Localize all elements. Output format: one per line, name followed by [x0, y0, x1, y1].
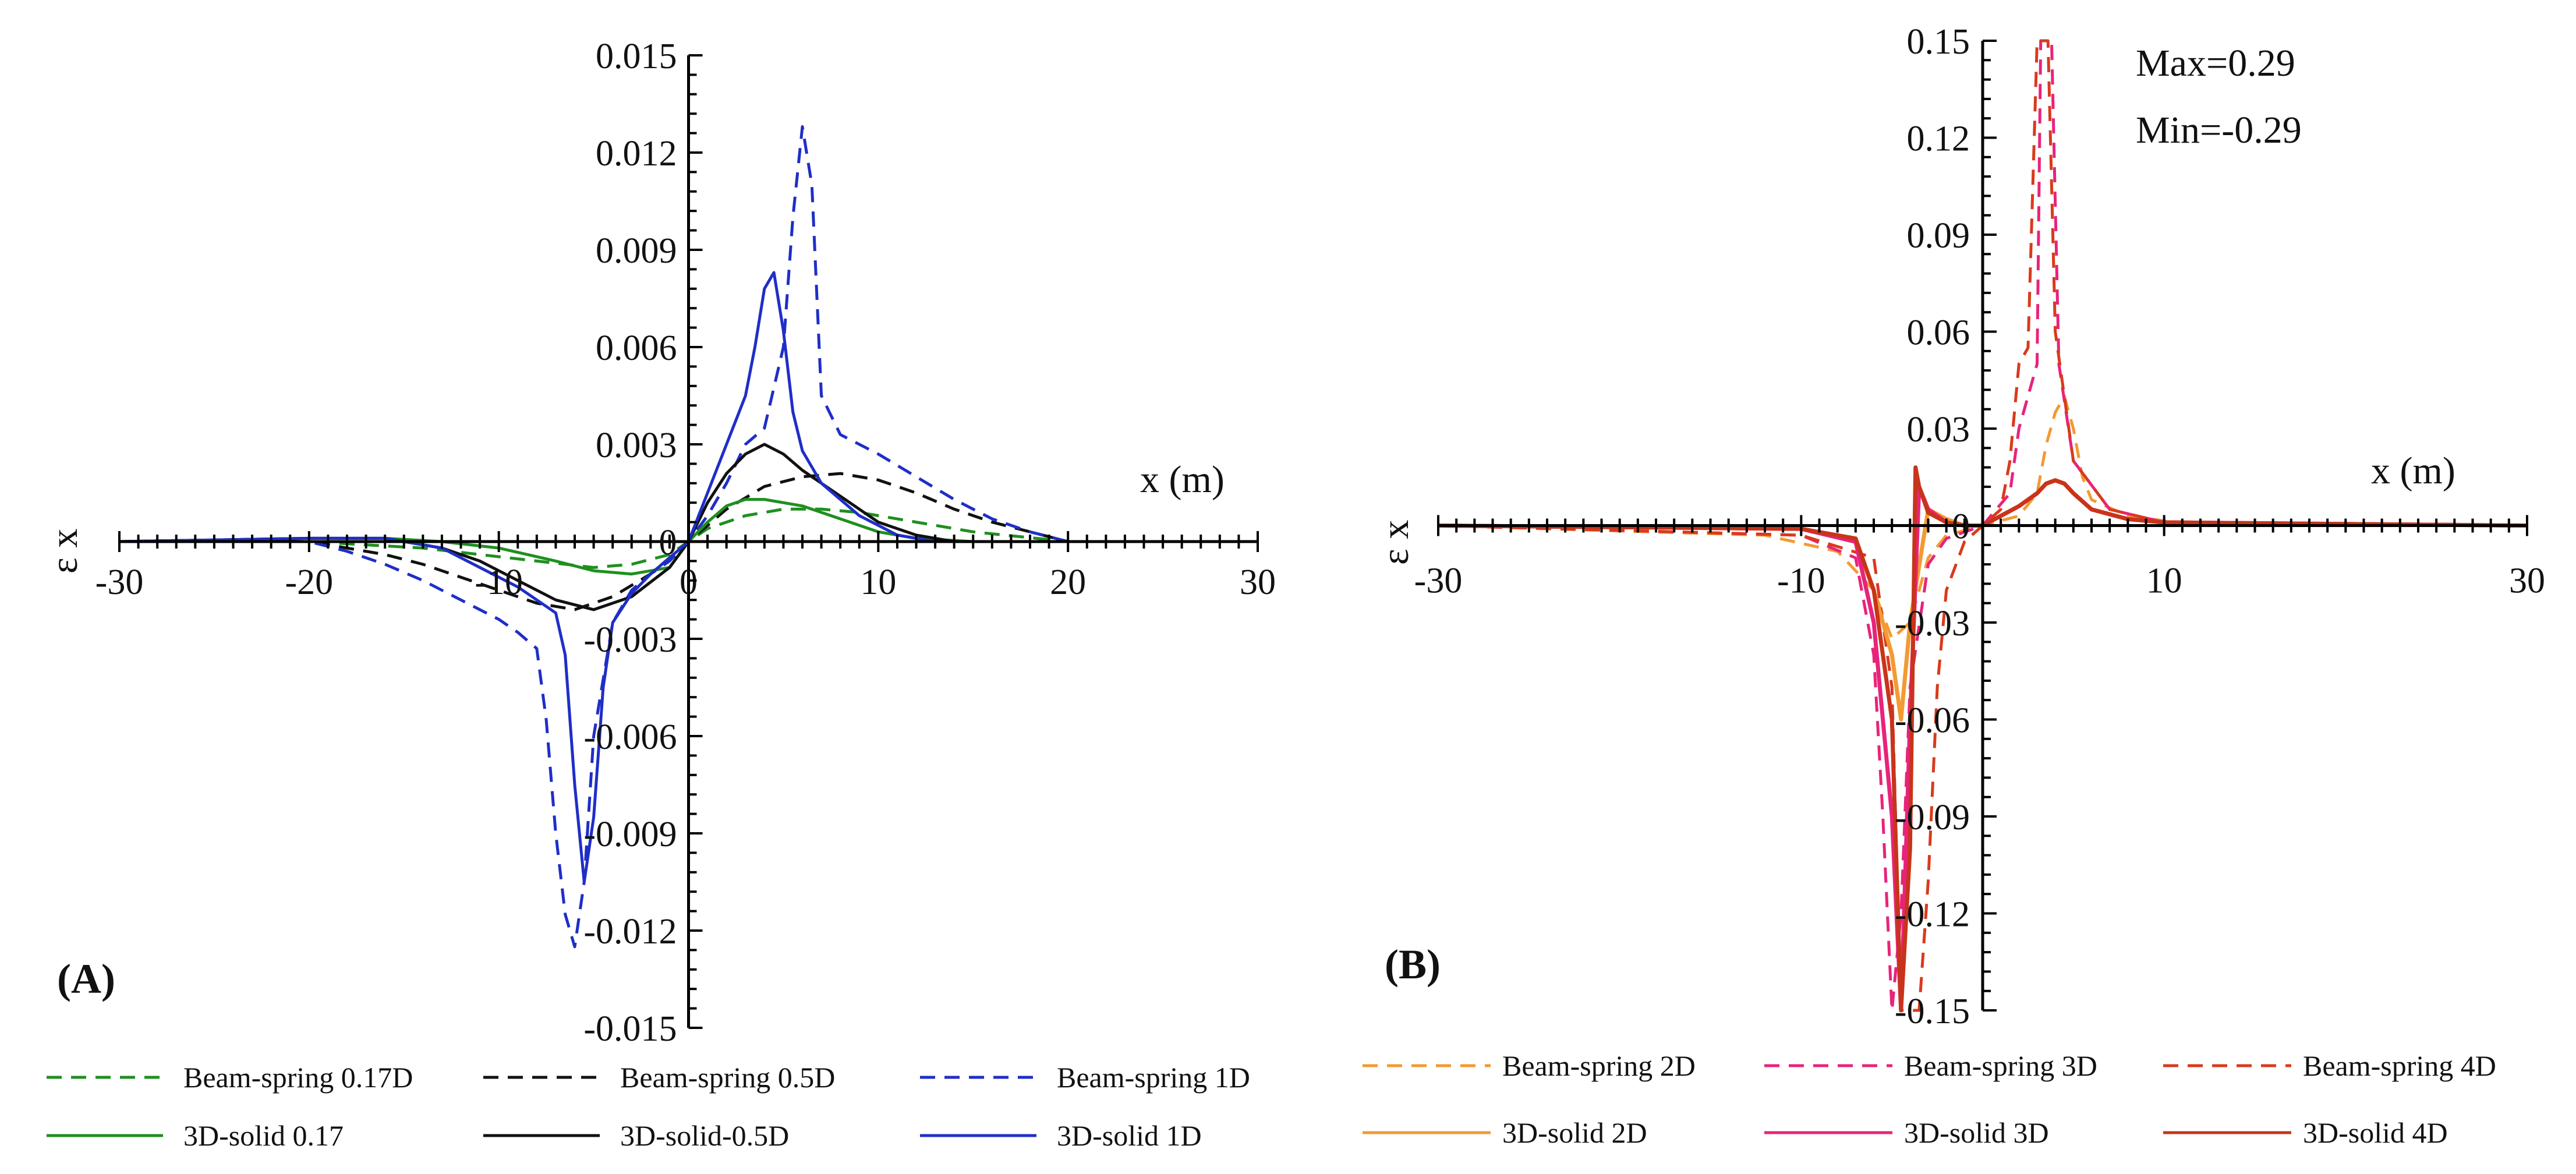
chart-a-ylabel: ε x [43, 529, 86, 574]
chart-b-x-tick-label: -10 [1777, 561, 1825, 601]
chart-a-y-tick-label: -0.009 [583, 815, 677, 854]
chart-b-y-tick-label: 0.03 [1907, 410, 1970, 450]
chart-a-legend-label-3: Beam-spring 1D [1057, 1061, 1250, 1094]
chart-b-series-line-1 [1438, 395, 2527, 641]
chart-a-x-tick-label: 0 [680, 563, 698, 602]
chart-b-y-tick-label: -0.03 [1895, 604, 1970, 643]
chart-a-xlabel: x (m) [1140, 458, 1225, 501]
chart-b-x-tick-label: 30 [2509, 561, 2545, 601]
chart-a-legend-label-1: Beam-spring 0.17D [183, 1061, 413, 1094]
chart-a-y-tick-label: 0 [659, 523, 677, 563]
chart-a-y-tick-label: 0.015 [596, 37, 677, 76]
chart-b-y-tick-label: 0.12 [1907, 119, 1970, 159]
chart-b-y-tick-label: 0.06 [1907, 313, 1970, 353]
chart-panel-b: -30 -10 10 30 0.15 0.12 0.09 0.06 0.03 0 -0.03 -0.0… [1374, 22, 2545, 1031]
chart-a-y-tick-label: -0.015 [583, 1009, 677, 1049]
chart-panel-a: -30 -20 -10 0 10 20 30 0.015 0.012 0.009 0.006 0.00… [43, 37, 1276, 1049]
chart-b-y-tick-label: -0.12 [1895, 895, 1970, 935]
chart-a-x-tick-label: -20 [285, 563, 334, 602]
chart-b-legend-label-5: 3D-solid 3D [1904, 1116, 2049, 1149]
chart-a-x-tick-label: 20 [1050, 563, 1086, 602]
chart-b-annotation-min: Min=-0.29 [2136, 109, 2302, 151]
chart-b-y-tick-label: 0 [1952, 507, 1970, 547]
chart-b-xlabel: x (m) [2371, 450, 2455, 492]
chart-b-legend: Beam-spring 2D Beam-spring 3D Beam-spring … [1363, 1049, 2496, 1149]
chart-a-axes: -30 -20 -10 0 10 20 30 0.015 0.012 0.009 0.006 0.00… [95, 37, 1276, 1049]
chart-b-y-tick-label: -0.09 [1895, 798, 1970, 837]
chart-a-series-line-5 [119, 443, 1258, 611]
chart-b-ylabel: ε x [1374, 520, 1417, 565]
chart-a-y-tick-label: -0.012 [583, 912, 677, 952]
chart-a-y-tick-label: 0.003 [596, 426, 677, 465]
chart-b-x-tick-label: -30 [1414, 561, 1463, 601]
chart-b-legend-label-1: Beam-spring 2D [1502, 1049, 1696, 1082]
chart-b-x-tick-label: 10 [2146, 561, 2182, 601]
chart-b-panel-label: (B) [1385, 941, 1441, 988]
chart-b-y-tick-label: -0.06 [1895, 701, 1970, 741]
chart-a-series-line-6 [119, 271, 1258, 883]
chart-b-y-tick-label: -0.15 [1895, 992, 1970, 1031]
chart-a-y-tick-label: 0.006 [596, 328, 677, 368]
chart-a-x-tick-label: 30 [1240, 563, 1276, 602]
chart-b-legend-label-6: 3D-solid 4D [2303, 1116, 2448, 1149]
chart-a-legend: Beam-spring 0.17D Beam-spring 0.5D Beam-sp… [47, 1061, 1250, 1152]
chart-a-y-tick-label: 0.009 [596, 231, 677, 271]
chart-a-x-tick-label: -10 [475, 563, 523, 602]
chart-a-legend-label-2: Beam-spring 0.5D [620, 1061, 835, 1094]
chart-b-y-tick-label: 0.15 [1907, 22, 1970, 62]
chart-a-y-tick-label: 0.012 [596, 134, 677, 174]
chart-a-y-tick-label: -0.006 [583, 717, 677, 757]
chart-a-panel-label: (A) [57, 956, 115, 1002]
chart-b-annotation-max: Max=0.29 [2136, 42, 2295, 84]
chart-b-legend-label-3: Beam-spring 4D [2303, 1049, 2496, 1082]
chart-b-legend-label-4: 3D-solid 2D [1502, 1116, 1647, 1149]
chart-b-legend-label-2: Beam-spring 3D [1904, 1049, 2097, 1082]
chart-a-legend-label-5: 3D-solid-0.5D [620, 1119, 789, 1152]
chart-a-legend-label-4: 3D-solid 0.17 [183, 1119, 344, 1152]
chart-a-x-tick-label: 10 [860, 563, 896, 602]
chart-b-axes: -30 -10 10 30 0.15 0.12 0.09 0.06 0.03 0 -0.03 -0.0… [1414, 22, 2545, 1031]
chart-a-x-tick-label: -30 [95, 563, 144, 602]
chart-a-series-line-3 [119, 125, 1258, 949]
chart-a-y-tick-label: -0.003 [583, 620, 677, 660]
chart-a-legend-label-6: 3D-solid 1D [1057, 1119, 1202, 1152]
chart-b-y-tick-label: 0.09 [1907, 216, 1970, 256]
